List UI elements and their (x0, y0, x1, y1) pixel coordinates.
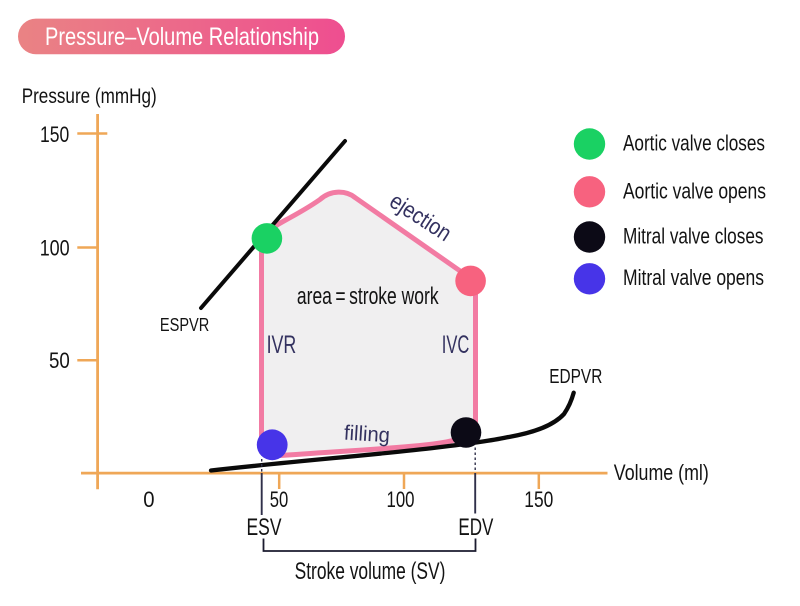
svg-text:Aortic valve opens: Aortic valve opens (623, 178, 766, 203)
svg-text:Aortic valve closes: Aortic valve closes (623, 130, 765, 155)
svg-text:50: 50 (49, 348, 70, 373)
svg-text:Pressure–Volume Relationship: Pressure–Volume Relationship (45, 23, 319, 51)
svg-text:EDPVR: EDPVR (549, 366, 602, 388)
svg-text:Volume (ml): Volume (ml) (614, 460, 709, 485)
svg-text:EDV: EDV (458, 514, 493, 541)
svg-text:area = stroke work: area = stroke work (297, 283, 439, 310)
svg-text:0: 0 (143, 487, 154, 512)
svg-text:ESV: ESV (247, 514, 282, 541)
svg-text:Stroke volume (SV): Stroke volume (SV) (295, 558, 446, 585)
svg-text:Mitral valve closes: Mitral valve closes (623, 223, 764, 248)
svg-text:IVC: IVC (442, 331, 470, 359)
svg-text:150: 150 (40, 122, 69, 147)
svg-text:50: 50 (270, 487, 289, 512)
svg-text:Mitral valve opens: Mitral valve opens (623, 265, 764, 290)
svg-text:150: 150 (524, 487, 553, 512)
svg-text:IVR: IVR (267, 331, 297, 359)
svg-text:filling: filling (343, 422, 390, 448)
svg-text:Pressure (mmHg): Pressure (mmHg) (22, 85, 157, 108)
svg-text:ESPVR: ESPVR (160, 315, 209, 335)
svg-text:100: 100 (40, 236, 70, 261)
svg-text:100: 100 (387, 487, 415, 512)
